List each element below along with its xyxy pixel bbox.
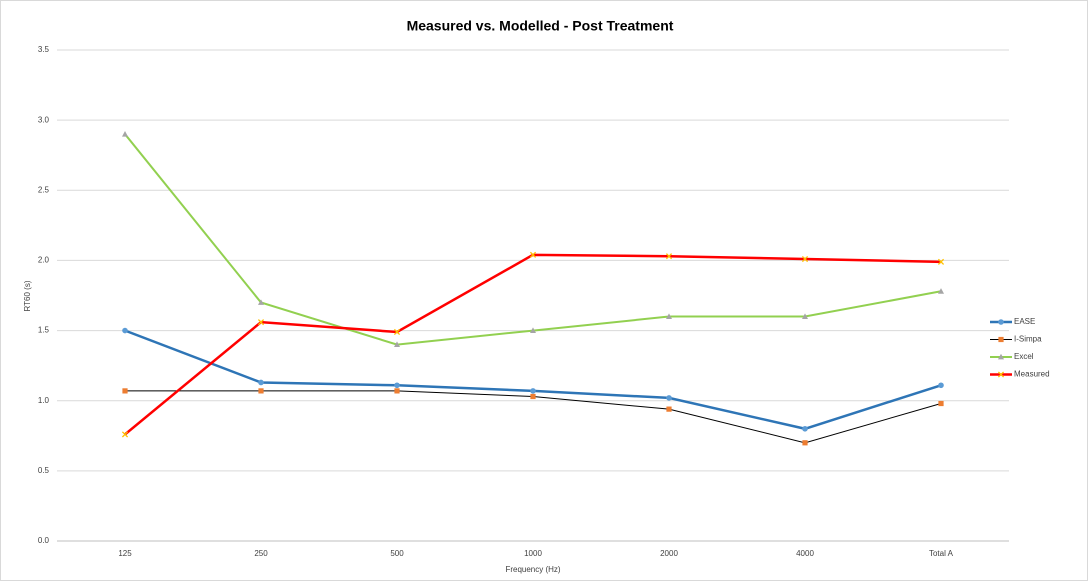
marker (802, 313, 808, 319)
x-tick-label: 4000 (796, 549, 814, 558)
marker (122, 130, 128, 137)
y-tick-label: 0.0 (38, 536, 50, 545)
legend-label: EASE (1014, 317, 1035, 326)
marker (665, 253, 673, 260)
legend-marker (998, 336, 1004, 343)
marker (801, 255, 809, 263)
marker (257, 319, 265, 326)
legend-label: I-Simpa (1014, 335, 1042, 344)
marker (802, 440, 808, 446)
legend-marker (998, 353, 1004, 360)
x-tick-label: 2000 (660, 549, 678, 558)
y-tick-label: 1.0 (38, 396, 50, 405)
marker (393, 328, 401, 336)
marker (258, 379, 264, 386)
y-tick-label: 0.5 (38, 466, 50, 475)
x-tick-label: 125 (118, 549, 132, 558)
marker (258, 299, 264, 305)
legend-marker (997, 371, 1005, 378)
marker (938, 400, 944, 407)
legend-label: Excel (1014, 352, 1034, 361)
marker (122, 327, 128, 334)
chart-title: Measured vs. Modelled - Post Treatment (407, 18, 674, 34)
marker (529, 251, 537, 258)
marker (666, 395, 672, 401)
x-axis-label: Frequency (Hz) (505, 565, 560, 574)
marker (802, 425, 808, 432)
marker (530, 393, 536, 400)
legend-marker (998, 319, 1004, 325)
marker (666, 313, 672, 319)
marker (530, 327, 536, 333)
marker (394, 382, 400, 389)
x-tick-label: 250 (254, 549, 268, 558)
marker (122, 388, 128, 394)
marker (121, 431, 129, 438)
y-axis-label: RT60 (s) (23, 280, 32, 311)
legend-label: Measured (1014, 370, 1050, 379)
y-tick-label: 2.5 (38, 185, 50, 194)
marker (394, 341, 400, 347)
x-tick-label: 1000 (524, 549, 542, 558)
marker (938, 288, 944, 294)
y-tick-label: 3.0 (38, 115, 50, 124)
marker (666, 406, 672, 412)
marker (937, 258, 945, 265)
x-tick-label: Total A (929, 549, 954, 558)
marker (938, 382, 944, 389)
y-tick-label: 1.5 (38, 326, 50, 335)
marker (258, 388, 264, 394)
marker (394, 388, 400, 394)
marker (530, 388, 536, 394)
y-tick-label: 3.5 (38, 45, 50, 54)
x-tick-label: 500 (390, 549, 404, 558)
y-tick-label: 2.0 (38, 256, 50, 265)
